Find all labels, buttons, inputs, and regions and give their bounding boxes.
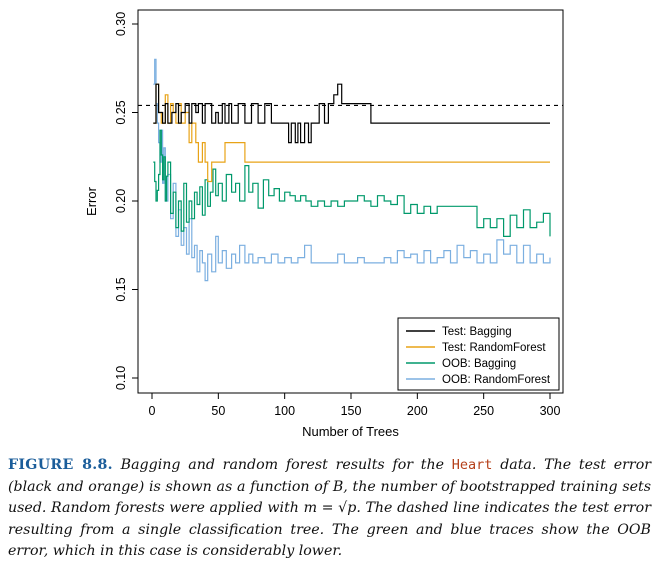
- x-tick-label: 100: [274, 404, 295, 418]
- y-axis-label: Error: [84, 186, 99, 216]
- axes: 0 50 100 150 200 250 300 0.10 0.15 0.20 0.25 0.30 Nu…: [84, 9, 564, 439]
- legend-label: Test: RandomForest: [442, 342, 546, 354]
- legend-label: OOB: Bagging: [442, 358, 516, 370]
- x-tick-label: 50: [211, 404, 225, 418]
- y-tick-label: 0.20: [114, 189, 128, 213]
- caption-text-3: , the number of bootstrapped training se…: [8, 478, 651, 517]
- legend-label: Test: Bagging: [442, 326, 512, 338]
- y-tick-label: 0.10: [114, 366, 128, 390]
- series-line-oob-bagging: [153, 129, 551, 237]
- x-tick-label: 250: [473, 404, 494, 418]
- caption-code-heart: Heart: [451, 457, 493, 473]
- chart: 0 50 100 150 200 250 300 0.10 0.15 0.20 0.25 0.30 Nu…: [84, 9, 564, 439]
- x-tick-label: 200: [407, 404, 428, 418]
- x-axis-label: Number of Trees: [302, 424, 399, 439]
- series-group: [138, 58, 563, 282]
- caption-b-symbol: B: [332, 478, 344, 495]
- legend-label: OOB: RandomForest: [442, 374, 551, 386]
- caption-text-2: data. The test error (black and orange) …: [8, 457, 652, 495]
- caption-formula: m = √p: [303, 500, 357, 516]
- legend: Test: Bagging Test: RandomForest OOB: Bagg…: [397, 317, 560, 391]
- x-tick-label: 0: [149, 404, 156, 418]
- caption-text-4: . The dashed line indicates the test err…: [8, 500, 651, 559]
- series-line-test-bagging: [153, 83, 550, 144]
- x-tick-label: 150: [341, 404, 362, 418]
- y-tick-label: 0.25: [114, 100, 128, 124]
- caption-label: FIGURE 8.8.: [8, 457, 113, 473]
- x-tick-label: 300: [540, 404, 561, 418]
- series-line-oob-randomforest: [153, 58, 551, 282]
- y-tick-label: 0.30: [114, 12, 128, 36]
- legend-box: [397, 317, 560, 391]
- y-tick-label: 0.15: [114, 277, 128, 301]
- caption-text-1: Bagging and random forest results for th…: [120, 457, 445, 473]
- series-line-test-randomforest: [153, 83, 550, 183]
- figure-caption: FIGURE 8.8. Bagging and random forest re…: [8, 455, 651, 563]
